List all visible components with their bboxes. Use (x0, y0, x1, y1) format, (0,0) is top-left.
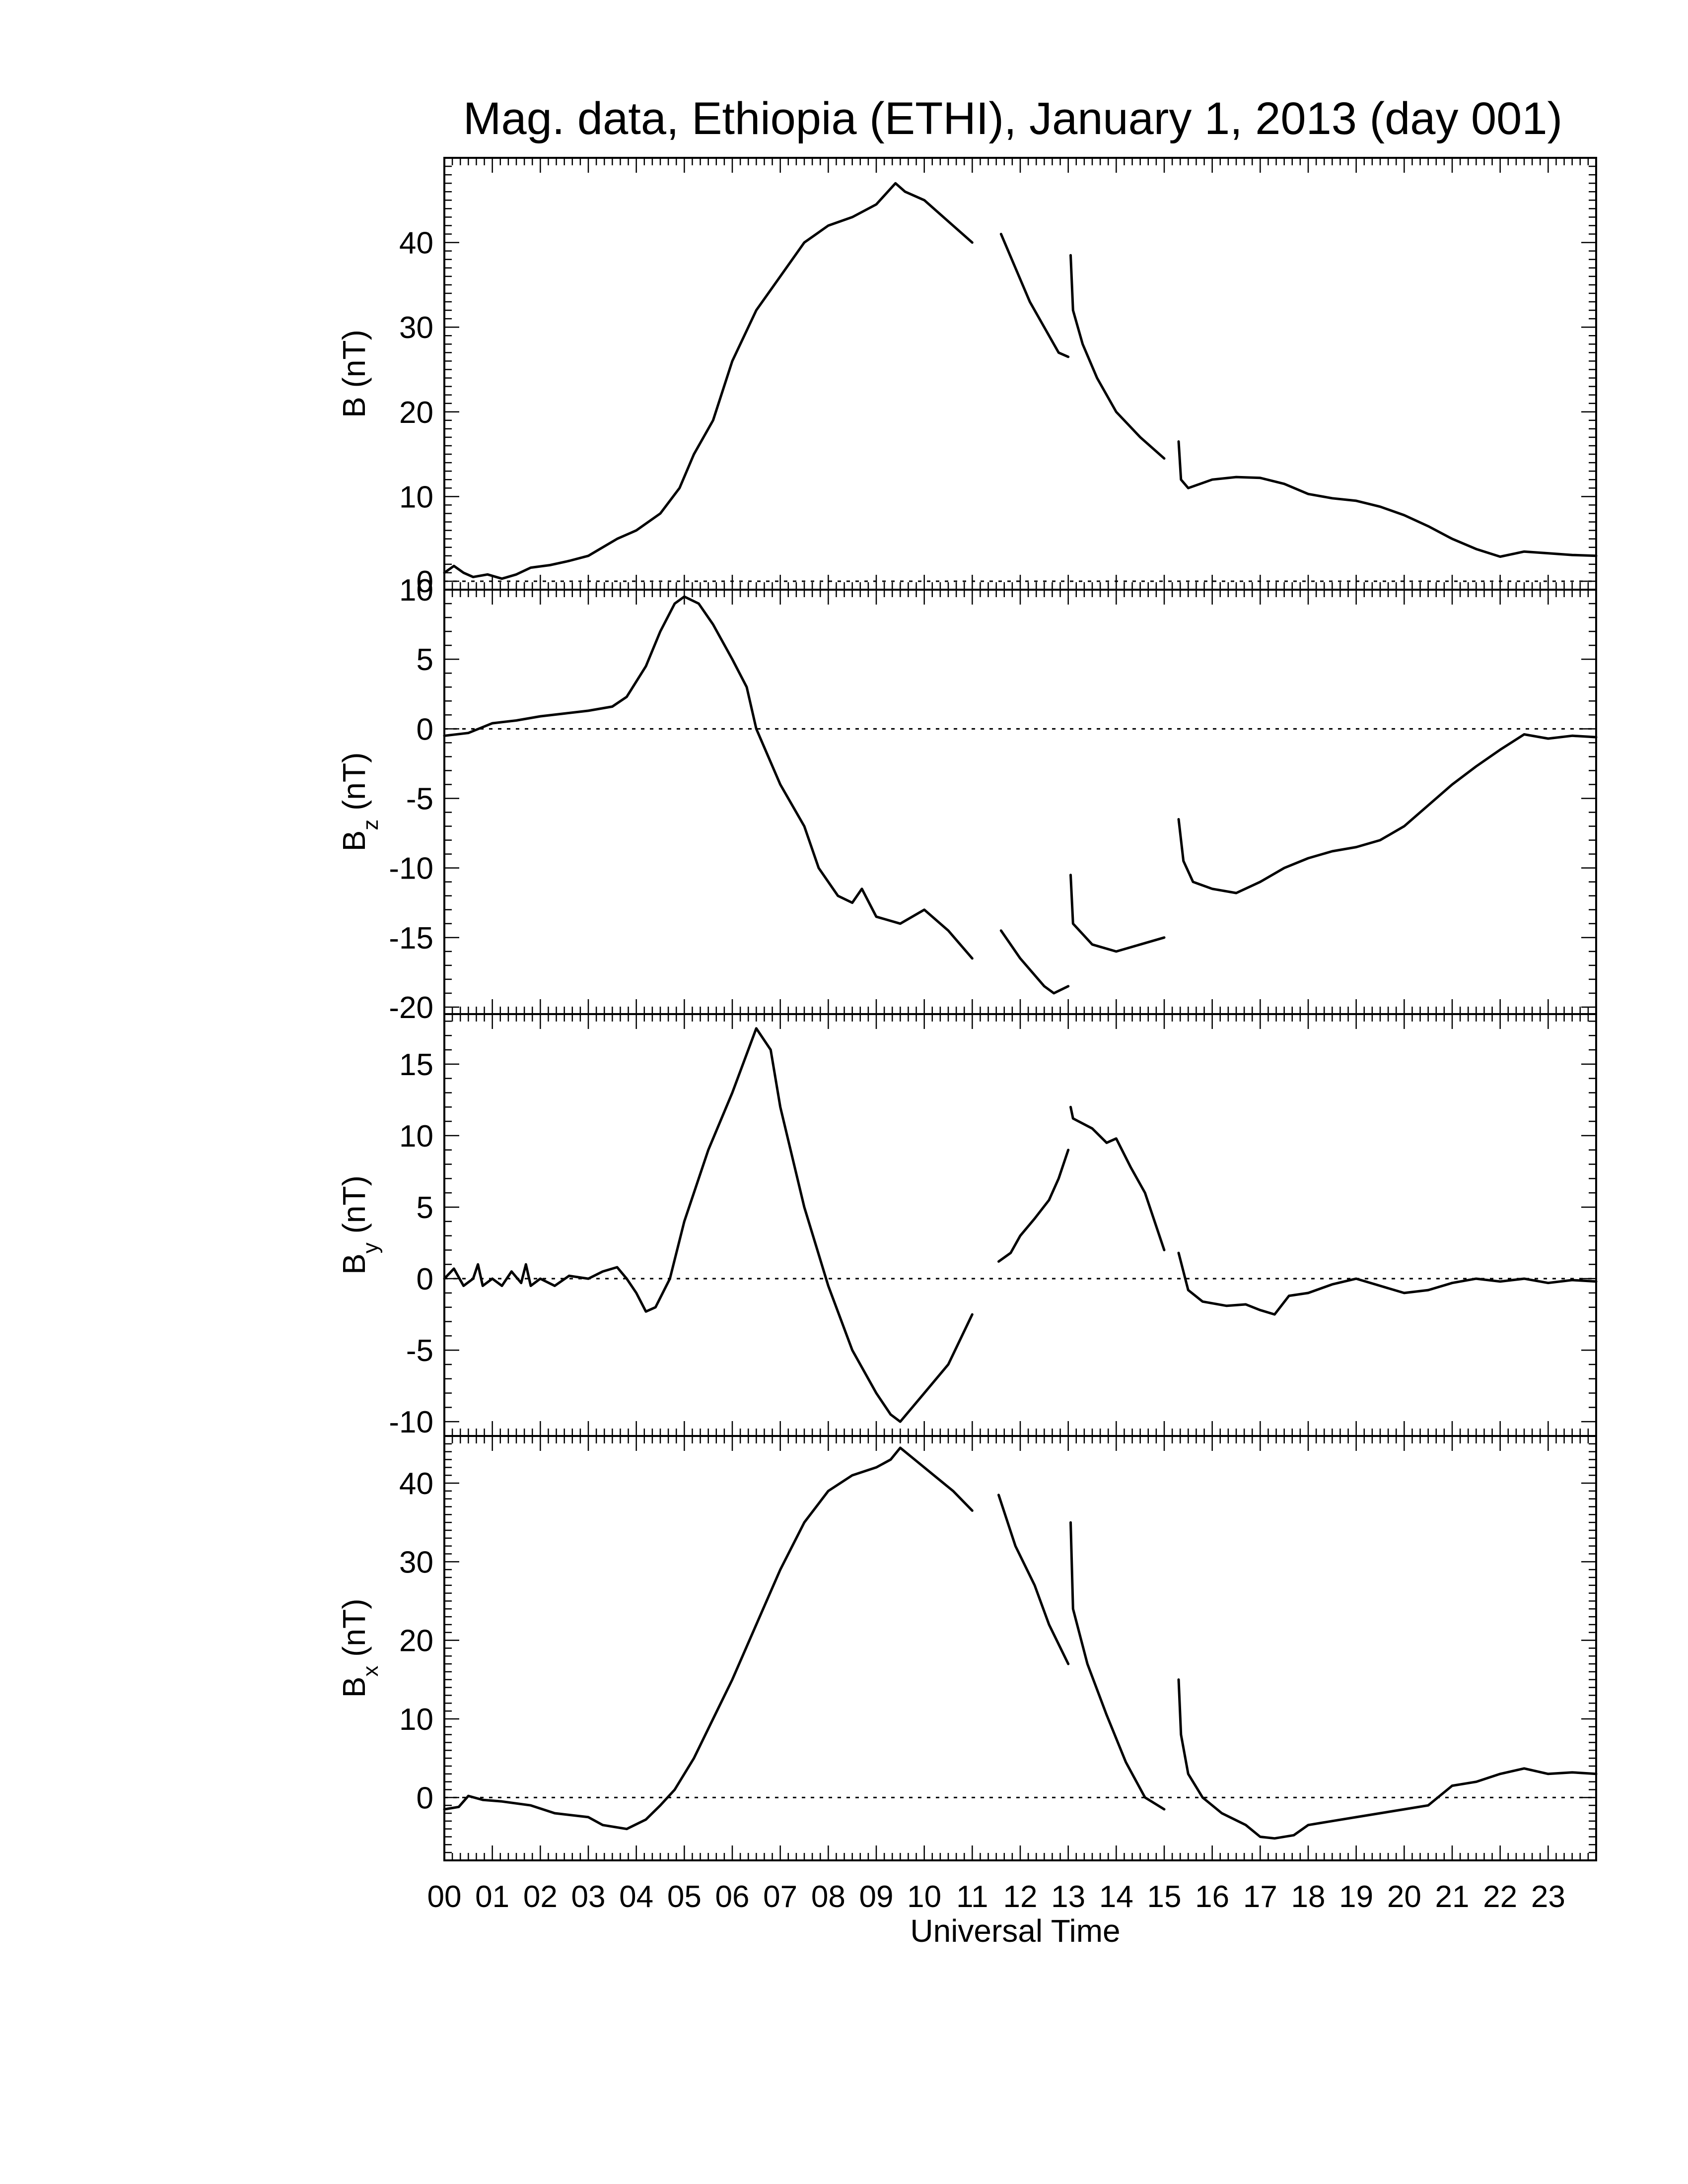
x-tick-label: 20 (1387, 1880, 1421, 1914)
x-tick-label: 10 (907, 1880, 941, 1914)
y-axis-title-Bz: Bz (nT) (336, 752, 383, 852)
y-tick-label: 0 (417, 1781, 433, 1815)
y-tick-label: 20 (399, 396, 433, 430)
y-label-subscript: x (358, 1666, 383, 1677)
panel-frame (443, 589, 1597, 1015)
y-label-subscript: z (358, 819, 383, 830)
series-By-segment-4 (1177, 1251, 1598, 1316)
y-tick-label: 10 (399, 573, 433, 608)
y-tick-label: 10 (399, 480, 433, 514)
x-tick-label: 15 (1147, 1880, 1182, 1914)
y-tick-label: 30 (399, 1545, 433, 1579)
series-By-segment-2 (997, 1149, 1070, 1263)
x-tick-label: 11 (956, 1880, 988, 1914)
y-tick-label: -5 (406, 1334, 433, 1368)
y-tick-label: 30 (399, 311, 433, 345)
series-B-segment-1 (443, 182, 974, 580)
y-label-unit: (nT) (336, 1175, 372, 1242)
x-tick-label: 17 (1243, 1880, 1277, 1914)
x-tick-label: 00 (427, 1880, 462, 1914)
series-Bz-segment-1 (443, 595, 974, 960)
x-tick-label: 05 (667, 1880, 702, 1914)
x-tick-label: 06 (715, 1880, 750, 1914)
series-B-segment-2 (999, 233, 1070, 358)
x-tick-label: 16 (1195, 1880, 1229, 1914)
series-By-segment-1 (443, 1027, 974, 1423)
panel-frame (443, 1013, 1597, 1437)
series-Bx-segment-1 (443, 1446, 974, 1831)
y-label-unit: (nT) (336, 752, 372, 819)
series-Bx-segment-3 (1069, 1521, 1166, 1811)
y-tick-label: 5 (417, 1191, 433, 1225)
y-label-unit: (nT) (336, 330, 372, 397)
x-axis-title: Universal Time (910, 1913, 1120, 1949)
y-label-main: B (336, 830, 372, 852)
x-tick-label: 09 (859, 1880, 894, 1914)
panel-B: 0 10 20 30 40 B (nT) (336, 157, 1598, 599)
panel-Bx: 0 10 20 30 40 Bx (nT) (336, 1435, 1598, 1861)
y-label-main: B (336, 1253, 372, 1275)
y-tick-label: 5 (417, 643, 433, 677)
y-axis-title-Bx: Bx (nT) (336, 1599, 383, 1698)
series-By-segment-3 (1069, 1105, 1166, 1251)
y-axis-title-By: By (nT) (336, 1175, 383, 1275)
panel-Bz: -20 -15 -10 -5 0 5 10 Bz (nT) (336, 573, 1598, 1025)
chart-title: Mag. data, Ethiopia (ETHI), January 1, 2… (463, 93, 1562, 144)
y-label-main: B (336, 397, 372, 418)
x-tick-label: 22 (1483, 1880, 1517, 1914)
x-tick-label: 07 (763, 1880, 797, 1914)
x-tick-label: 13 (1051, 1880, 1085, 1914)
x-tick-label: 19 (1339, 1880, 1373, 1914)
y-label-subscript: y (358, 1242, 383, 1253)
y-tick-label: 0 (417, 1262, 433, 1297)
y-tick-label: 10 (399, 1703, 433, 1737)
panel-frame (443, 1435, 1597, 1861)
series-Bz-segment-3 (1069, 874, 1166, 953)
x-tick-label: 14 (1099, 1880, 1133, 1914)
y-tick-label: -15 (389, 921, 433, 956)
y-tick-label: -5 (406, 782, 433, 816)
y-tick-label: 40 (399, 1467, 433, 1501)
x-tick-label: 08 (811, 1880, 845, 1914)
y-tick-label: -20 (389, 991, 433, 1025)
y-tick-label: 0 (417, 565, 433, 599)
y-tick-label: -10 (389, 852, 433, 886)
y-label-unit: (nT) (336, 1599, 372, 1666)
y-label-main: B (336, 1677, 372, 1698)
y-tick-label: 20 (399, 1624, 433, 1658)
y-axis-title-B: B (nT) (336, 330, 372, 418)
x-axis-tick-labels: 00 01 02 03 04 05 06 07 08 09 10 11 12 13 14 15 16 17 18 19… (427, 1880, 1565, 1914)
series-Bz-segment-4 (1177, 733, 1598, 894)
y-tick-label: 0 (417, 712, 433, 747)
y-tick-label: 15 (399, 1048, 433, 1082)
x-tick-label: 02 (523, 1880, 558, 1914)
y-tick-label: 10 (399, 1119, 433, 1154)
x-tick-label: 23 (1531, 1880, 1565, 1914)
x-tick-label: 01 (475, 1880, 509, 1914)
series-Bx-segment-2 (997, 1494, 1070, 1665)
series-Bx-segment-4 (1177, 1678, 1598, 1840)
x-tick-label: 12 (1003, 1880, 1038, 1914)
series-Bz-segment-2 (999, 929, 1070, 995)
series-B-segment-4 (1177, 440, 1598, 558)
x-tick-label: 21 (1435, 1880, 1470, 1914)
x-tick-label: 04 (619, 1880, 653, 1914)
y-tick-label: 40 (399, 226, 433, 261)
series-B-segment-3 (1069, 254, 1166, 460)
x-tick-label: 03 (571, 1880, 606, 1914)
y-tick-label: -10 (389, 1405, 433, 1439)
x-tick-label: 18 (1291, 1880, 1326, 1914)
panel-By: -10 -5 0 5 10 15 By (nT) (336, 1013, 1598, 1439)
